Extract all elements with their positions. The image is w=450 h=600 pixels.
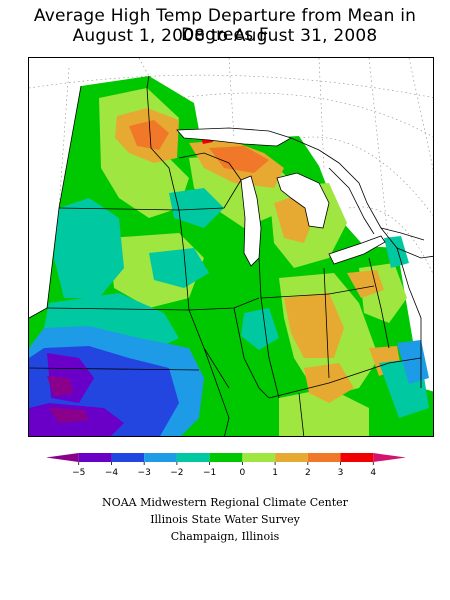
legend-swatch	[46, 453, 79, 462]
legend-tick-label: 0	[239, 468, 245, 478]
region-teal-il	[241, 308, 279, 350]
legend-swatch	[176, 453, 210, 462]
legend-tick-label: −4	[105, 468, 119, 478]
region-magenta-sw2	[49, 408, 89, 423]
temperature-departure-map	[29, 58, 433, 436]
lake-erie	[328, 235, 386, 265]
legend-swatch	[373, 453, 406, 462]
lake-huron	[276, 172, 330, 229]
credit-line-2: Illinois State Water Survey	[150, 513, 300, 526]
legend-swatch	[340, 453, 374, 462]
legend-swatch	[78, 453, 112, 462]
legend-swatch	[144, 453, 177, 462]
legend-tick-label: −1	[203, 468, 216, 478]
region-orange-oh	[347, 270, 384, 298]
chart-title-line-1: Average High Temp Departure from Mean in…	[33, 6, 417, 45]
credit-line-3: Champaign, Illinois	[170, 530, 280, 543]
region-magenta-sw	[47, 376, 74, 396]
region-teal-oh	[384, 236, 409, 268]
region-darkorange-mn	[129, 120, 169, 150]
credit-line-1: NOAA Midwestern Regional Climate Center	[102, 496, 348, 509]
region-orange-il	[284, 293, 344, 358]
legend-tick-label: 2	[305, 468, 311, 478]
legend-tick-label: −2	[170, 468, 183, 478]
graticule	[29, 58, 433, 275]
boundaries	[29, 75, 433, 436]
region-lime-se	[279, 388, 369, 436]
legend-swatch	[111, 453, 145, 462]
legend-tick-label: −3	[138, 468, 151, 478]
map-frame	[28, 57, 434, 437]
legend-swatch	[307, 453, 341, 462]
color-legend: −5 −4 −3 −2 −1 0 1 2 3 4	[46, 453, 406, 478]
legend-tick-label: −5	[72, 468, 85, 478]
legend-swatch	[242, 453, 276, 462]
region-teal-wi	[169, 188, 224, 228]
chart-title-line-2: August 1, 2008 to August 31, 2008	[72, 26, 378, 46]
legend-swatch	[209, 453, 243, 462]
legend-tick-label: 3	[338, 468, 344, 478]
legend-tick-label: 4	[370, 468, 376, 478]
region-teal-west	[54, 198, 124, 298]
lake-superior	[176, 127, 292, 147]
legend-swatch	[275, 453, 308, 462]
region-teal-ia	[149, 248, 209, 288]
legend-tick-label: 1	[272, 468, 278, 478]
region-darkorange-up	[209, 146, 269, 173]
